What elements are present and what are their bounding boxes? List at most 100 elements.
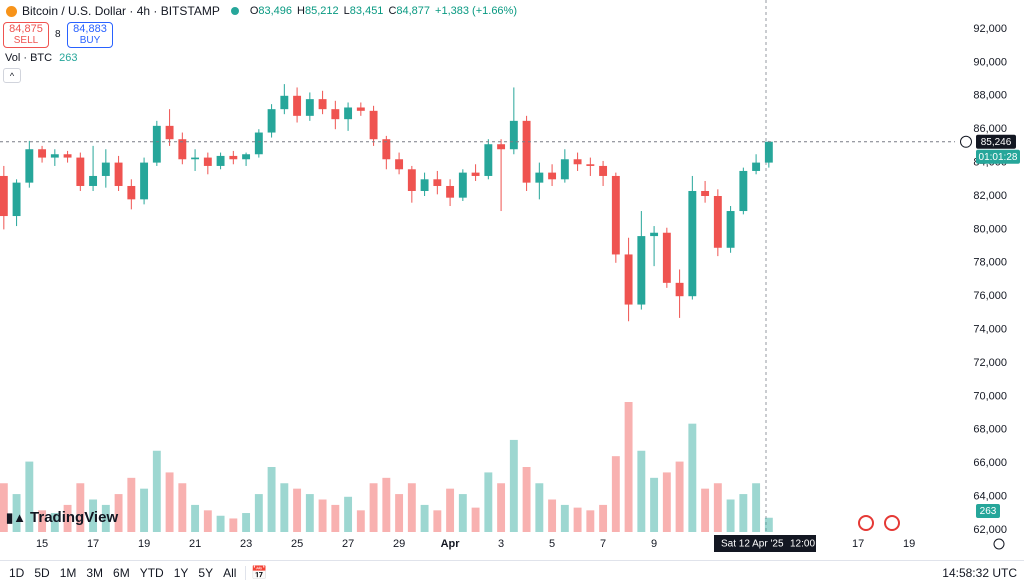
date-range-button[interactable]: 📅	[251, 565, 268, 580]
volume-bar	[573, 507, 582, 532]
x-tick-label: 15	[36, 538, 48, 550]
volume-bar	[420, 504, 429, 532]
candle-body	[713, 196, 722, 248]
volume-bar	[356, 510, 365, 532]
volume-bar	[318, 499, 327, 532]
range-group: 1D 5D 1M 3M 6M YTD 1Y 5Y All	[0, 566, 245, 580]
volume-bar	[484, 472, 493, 532]
volume-bar	[599, 504, 608, 532]
volume-bar	[650, 477, 659, 532]
volume-bar	[688, 423, 697, 532]
volume-bar	[395, 494, 404, 532]
sell-price: 84,875	[9, 23, 43, 35]
candle-body	[739, 170, 748, 212]
candle-body	[165, 125, 174, 140]
candle-body	[280, 95, 289, 110]
candle-body	[216, 155, 225, 166]
candle-body	[152, 125, 161, 163]
candle-body	[331, 109, 340, 120]
volume-bar	[331, 504, 340, 532]
range-button[interactable]: 1D	[9, 566, 25, 580]
buy-button[interactable]: 84,883 BUY	[67, 22, 113, 48]
y-tick-label: 90,000	[973, 56, 1007, 68]
event-flag[interactable]	[884, 515, 900, 531]
volume-bar	[637, 450, 646, 532]
volume-bar	[203, 510, 212, 532]
candle-body	[637, 236, 646, 305]
candle-body	[12, 182, 21, 217]
candle-body	[395, 159, 404, 170]
candle-body	[127, 185, 136, 200]
candle-body	[63, 154, 72, 158]
x-tick-label: 25	[291, 538, 303, 550]
countdown-label: 01:01:28	[979, 152, 1018, 163]
candle-body	[267, 109, 276, 133]
candle-body	[38, 149, 47, 158]
x-tick-label: 17	[852, 538, 864, 550]
buy-label: BUY	[79, 35, 101, 46]
y-tick-label: 82,000	[973, 190, 1007, 202]
range-button[interactable]: 1M	[59, 566, 77, 580]
crosshair-tag	[714, 535, 816, 552]
volume-bar	[586, 510, 595, 532]
candle-body	[599, 165, 608, 176]
candle-body	[369, 110, 378, 140]
volume-bar	[38, 510, 47, 532]
range-button[interactable]: 6M	[113, 566, 130, 580]
candle-body	[726, 211, 735, 248]
volume-bar	[127, 477, 136, 532]
volume-bar	[344, 496, 353, 532]
volume-bar	[433, 510, 442, 532]
volume-bar	[114, 494, 123, 532]
symbol[interactable]: Bitcoin / U.S. Dollar · 4h · BITSTAMP	[22, 4, 220, 18]
range-button[interactable]: 1Y	[173, 566, 189, 580]
settings-button[interactable]	[993, 538, 1005, 550]
candle-body	[203, 157, 212, 166]
y-tick-label: 68,000	[973, 424, 1007, 436]
volume-bar	[752, 483, 761, 532]
sell-button[interactable]: 84,875 SELL	[3, 22, 49, 48]
chart: 62,000 64,000 66,000 68,000 70,000 72,000 74,0…	[0, 0, 1020, 552]
buy-price: 84,883	[73, 23, 107, 35]
candle-body	[420, 179, 429, 191]
range-button[interactable]: 5Y	[198, 566, 214, 580]
candle-body	[471, 172, 480, 176]
x-tick-label: 7	[600, 538, 606, 550]
volume-bar	[446, 488, 455, 532]
range-button[interactable]: 3M	[86, 566, 104, 580]
y-tick-label: 70,000	[973, 390, 1007, 402]
h-value: 85,212	[305, 5, 339, 17]
volume-bar	[178, 483, 187, 532]
candle-body	[191, 157, 200, 160]
c-value: 84,877	[396, 5, 431, 17]
candle-body	[318, 99, 327, 110]
candle-body	[76, 157, 85, 186]
status-dot	[230, 7, 239, 15]
y-tick-label: 74,000	[973, 324, 1007, 336]
volume-bar	[305, 494, 314, 532]
add-alert-button[interactable]	[960, 135, 972, 148]
candle-body	[662, 232, 671, 283]
volume-tag	[976, 504, 1000, 518]
x-tick-label: 29	[393, 538, 405, 550]
collapse-button[interactable]: ^	[3, 68, 21, 83]
range-button[interactable]: All	[223, 566, 237, 580]
range-button[interactable]: 5D	[34, 566, 50, 580]
volume-bar	[293, 488, 302, 532]
divider	[245, 566, 247, 580]
volume-bar	[254, 494, 263, 532]
volume-bar	[369, 483, 378, 532]
volume-bar	[522, 467, 531, 532]
volume-bar	[242, 513, 251, 532]
volume-bar	[739, 494, 748, 532]
volume-bar	[89, 499, 98, 532]
volume-value: 263	[59, 52, 78, 64]
candle-body	[573, 159, 582, 165]
candle-body	[458, 172, 467, 198]
volume-bar	[509, 439, 518, 532]
event-flag[interactable]	[858, 515, 874, 531]
candle-body	[701, 190, 710, 196]
range-button[interactable]: YTD	[139, 566, 164, 580]
candle-body	[624, 254, 633, 305]
